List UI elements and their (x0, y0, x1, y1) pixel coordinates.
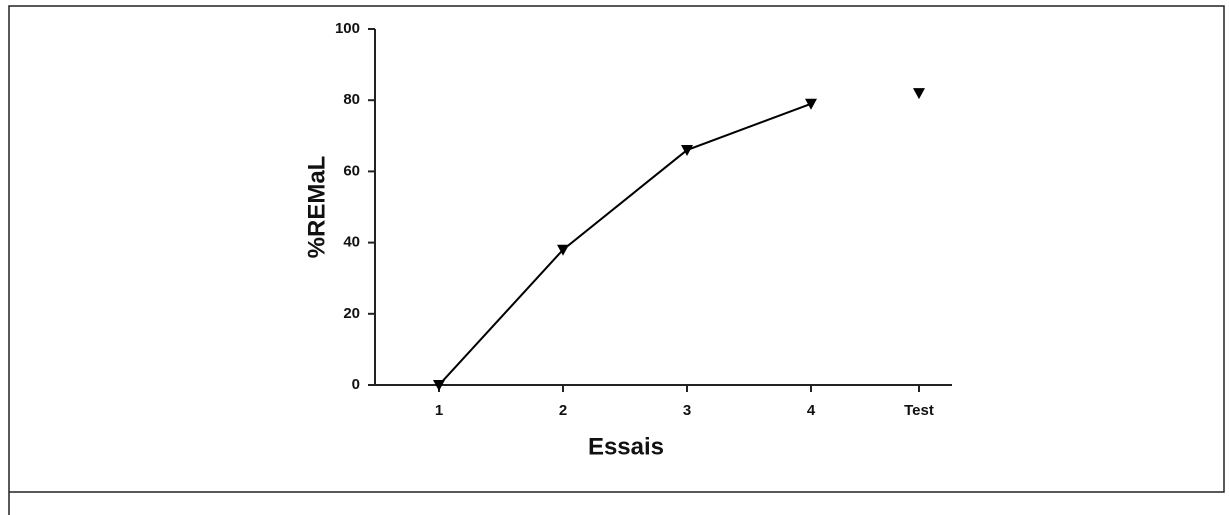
y-axis-label: %REMaL (303, 156, 330, 259)
marker (913, 88, 925, 100)
y-tick-label: 20 (343, 305, 360, 322)
marker (433, 380, 445, 391)
y-tick-label: 60 (343, 162, 360, 179)
frame (8, 5, 1225, 515)
x-tick-label: Test (904, 402, 934, 419)
x-tick-label: 2 (559, 402, 567, 419)
marker (681, 145, 693, 157)
y-tick-label: 0 (352, 376, 360, 393)
y-tick-label: 80 (343, 91, 360, 108)
x-tick-label: 3 (683, 402, 691, 419)
marker (557, 244, 569, 256)
y-tick-label: 40 (343, 234, 360, 251)
x-tick-label: 4 (807, 402, 816, 419)
x-axis-label: Essais (588, 433, 664, 460)
series-line (438, 102, 812, 386)
x-tick-label: 1 (435, 402, 443, 419)
y-tick-label: 100 (335, 20, 360, 37)
marker (805, 98, 817, 110)
